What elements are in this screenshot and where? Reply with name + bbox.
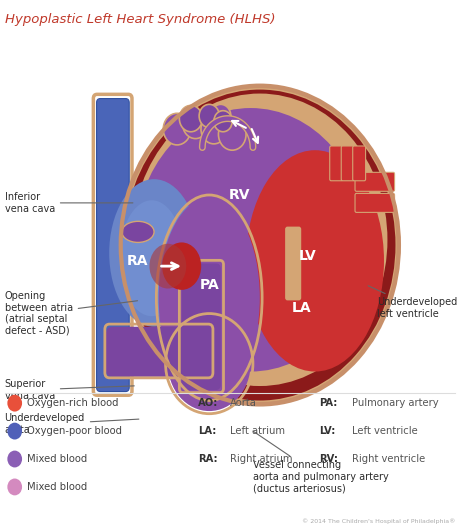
- Text: LV: LV: [299, 249, 317, 262]
- Circle shape: [8, 395, 22, 412]
- Ellipse shape: [132, 93, 387, 386]
- FancyBboxPatch shape: [355, 172, 394, 191]
- Circle shape: [219, 119, 246, 150]
- Ellipse shape: [159, 198, 260, 398]
- Ellipse shape: [136, 108, 365, 372]
- FancyBboxPatch shape: [355, 193, 394, 212]
- Text: Right ventricle: Right ventricle: [352, 454, 425, 464]
- Ellipse shape: [109, 179, 199, 327]
- FancyBboxPatch shape: [330, 146, 343, 181]
- FancyBboxPatch shape: [285, 227, 301, 300]
- Text: Right atrium: Right atrium: [230, 454, 292, 464]
- Text: Left atrium: Left atrium: [230, 426, 285, 436]
- FancyBboxPatch shape: [341, 146, 354, 181]
- Text: Opening
between atria
(atrial septal
defect - ASD): Opening between atria (atrial septal def…: [5, 291, 137, 336]
- Circle shape: [214, 111, 232, 132]
- Circle shape: [163, 113, 191, 145]
- Circle shape: [8, 423, 22, 440]
- Text: Left ventricle: Left ventricle: [352, 426, 418, 436]
- Text: RA:: RA:: [198, 454, 218, 464]
- Text: PA: PA: [200, 278, 219, 291]
- Circle shape: [201, 114, 227, 144]
- Circle shape: [199, 104, 219, 128]
- Text: LV:: LV:: [319, 426, 336, 436]
- Circle shape: [182, 109, 208, 139]
- FancyBboxPatch shape: [106, 327, 211, 377]
- FancyBboxPatch shape: [97, 99, 129, 392]
- Text: © 2014 The Children's Hospital of Philadelphia®: © 2014 The Children's Hospital of Philad…: [302, 519, 455, 524]
- Text: PA:: PA:: [319, 398, 338, 408]
- Ellipse shape: [119, 200, 184, 316]
- Text: Aorta: Aorta: [230, 398, 257, 408]
- Circle shape: [179, 105, 202, 132]
- Text: Inferior
vena cava: Inferior vena cava: [5, 192, 133, 213]
- Ellipse shape: [122, 221, 154, 242]
- Text: Underdeveloped
aorta: Underdeveloped aorta: [5, 414, 139, 435]
- Text: AO:: AO:: [198, 398, 218, 408]
- Circle shape: [210, 104, 231, 128]
- Text: Hypoplastic Left Heart Syndrome (HLHS): Hypoplastic Left Heart Syndrome (HLHS): [5, 13, 275, 26]
- Text: Vessel connecting
aorta and pulmonary artery
(ductus arteriosus): Vessel connecting aorta and pulmonary ar…: [253, 431, 389, 493]
- Text: Underdeveloped
left ventricle: Underdeveloped left ventricle: [368, 286, 457, 319]
- Text: LA: LA: [292, 301, 311, 315]
- Circle shape: [8, 451, 22, 467]
- Text: RV:: RV:: [319, 454, 338, 464]
- Text: Pulmonary artery: Pulmonary artery: [352, 398, 438, 408]
- Ellipse shape: [246, 150, 384, 372]
- Text: RA: RA: [127, 254, 149, 268]
- Text: Mixed blood: Mixed blood: [27, 482, 87, 492]
- Ellipse shape: [168, 316, 251, 411]
- Ellipse shape: [122, 87, 398, 403]
- Ellipse shape: [162, 242, 201, 290]
- Ellipse shape: [149, 243, 186, 289]
- Circle shape: [8, 479, 22, 495]
- FancyBboxPatch shape: [182, 264, 221, 390]
- Text: RV: RV: [228, 188, 250, 202]
- Text: Oxygen-rich blood: Oxygen-rich blood: [27, 398, 118, 408]
- Ellipse shape: [124, 90, 395, 401]
- Text: Oxygen-poor blood: Oxygen-poor blood: [27, 426, 122, 436]
- Text: Superior
vena cava: Superior vena cava: [5, 379, 134, 401]
- FancyBboxPatch shape: [353, 146, 365, 181]
- Text: Mixed blood: Mixed blood: [27, 454, 87, 464]
- Text: LA:: LA:: [198, 426, 216, 436]
